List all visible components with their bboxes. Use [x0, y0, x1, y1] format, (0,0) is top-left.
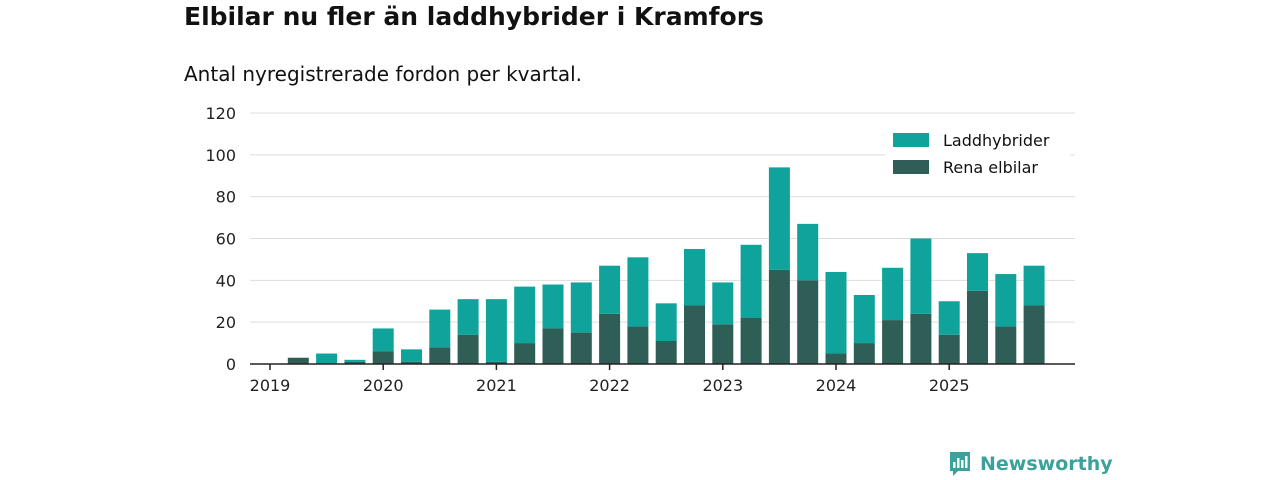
bar-rena-elbilar: [910, 313, 932, 364]
bar-rena-elbilar: [599, 313, 621, 364]
bar-rena-elbilar: [740, 317, 762, 364]
bar-laddhybrider: [910, 238, 932, 314]
bar-rena-elbilar: [853, 343, 875, 364]
y-tick-label: 20: [216, 313, 236, 332]
bar-rena-elbilar: [401, 361, 422, 364]
bar-rena-elbilar: [938, 334, 960, 364]
bar-laddhybrider: [967, 253, 988, 291]
bar-laddhybrider: [740, 244, 762, 318]
y-tick-label: 40: [216, 271, 236, 290]
bar-laddhybrider: [712, 282, 734, 325]
bar-laddhybrider: [825, 271, 847, 354]
chart-title: Elbilar nu fler än laddhybrider i Kramfo…: [184, 2, 764, 31]
x-tick-label: 2023: [702, 376, 743, 395]
bar-laddhybrider: [768, 167, 790, 270]
bar-laddhybrider: [344, 359, 366, 362]
brand-name: Newsworthy: [980, 453, 1113, 475]
bar-laddhybrider: [853, 294, 875, 344]
bar-rena-elbilar: [882, 320, 904, 364]
bar-laddhybrider: [882, 267, 904, 321]
legend-swatch: [893, 160, 929, 174]
bar-laddhybrider: [627, 257, 649, 327]
bar-rena-elbilar: [429, 347, 451, 364]
y-tick-label: 100: [205, 146, 236, 165]
bar-rena-elbilar: [655, 340, 677, 364]
y-tick-label: 0: [226, 355, 236, 374]
newsworthy-icon: [950, 452, 970, 476]
bar-rena-elbilar: [457, 334, 479, 364]
bar-laddhybrider: [684, 248, 705, 306]
bar-rena-elbilar: [570, 332, 592, 364]
bar-rena-elbilar: [768, 269, 790, 364]
bar-laddhybrider: [995, 274, 1017, 327]
bar-rena-elbilar: [967, 290, 988, 364]
bar-rena-elbilar: [372, 351, 394, 364]
bar-laddhybrider: [655, 303, 677, 341]
bar-rena-elbilar: [344, 361, 366, 364]
chart-subtitle: Antal nyregistrerade fordon per kvartal.: [184, 62, 583, 86]
bar-laddhybrider: [599, 265, 621, 314]
x-tick-label: 2025: [929, 376, 970, 395]
bar-laddhybrider: [316, 353, 338, 364]
x-tick-label: 2024: [816, 376, 857, 395]
x-tick-label: 2020: [363, 376, 404, 395]
x-tick-label: 2021: [476, 376, 517, 395]
brand-logo: Newsworthy: [948, 450, 1113, 478]
x-tick-label: 2022: [589, 376, 630, 395]
bar-laddhybrider: [457, 299, 479, 335]
bar-laddhybrider: [570, 282, 592, 333]
legend-swatch: [893, 133, 929, 147]
bar-laddhybrider: [401, 349, 422, 362]
bar-laddhybrider: [1023, 265, 1045, 306]
bar-laddhybrider: [485, 299, 507, 362]
bar-rena-elbilar: [287, 357, 309, 364]
bar-laddhybrider: [938, 301, 960, 335]
y-tick-label: 80: [216, 188, 236, 207]
bar-rena-elbilar: [485, 361, 507, 364]
bar-rena-elbilar: [1023, 305, 1045, 364]
bar-rena-elbilar: [797, 280, 819, 364]
bar-rena-elbilar: [825, 353, 847, 364]
y-tick-label: 60: [216, 230, 236, 249]
bar-rena-elbilar: [712, 324, 734, 364]
bar-rena-elbilar: [542, 328, 564, 364]
bar-laddhybrider: [372, 328, 394, 352]
bar-rena-elbilar: [514, 343, 536, 364]
bar-laddhybrider: [514, 286, 536, 344]
bar-laddhybrider: [429, 309, 451, 348]
bar-laddhybrider: [797, 223, 819, 281]
bar-rena-elbilar: [684, 305, 705, 364]
bar-rena-elbilar: [627, 326, 649, 364]
x-tick-label: 2019: [250, 376, 291, 395]
legend-label: Laddhybrider: [943, 131, 1050, 150]
y-tick-label: 120: [205, 104, 236, 123]
bar-rena-elbilar: [995, 326, 1017, 364]
bar-laddhybrider: [542, 284, 564, 329]
legend-label: Rena elbilar: [943, 158, 1038, 177]
